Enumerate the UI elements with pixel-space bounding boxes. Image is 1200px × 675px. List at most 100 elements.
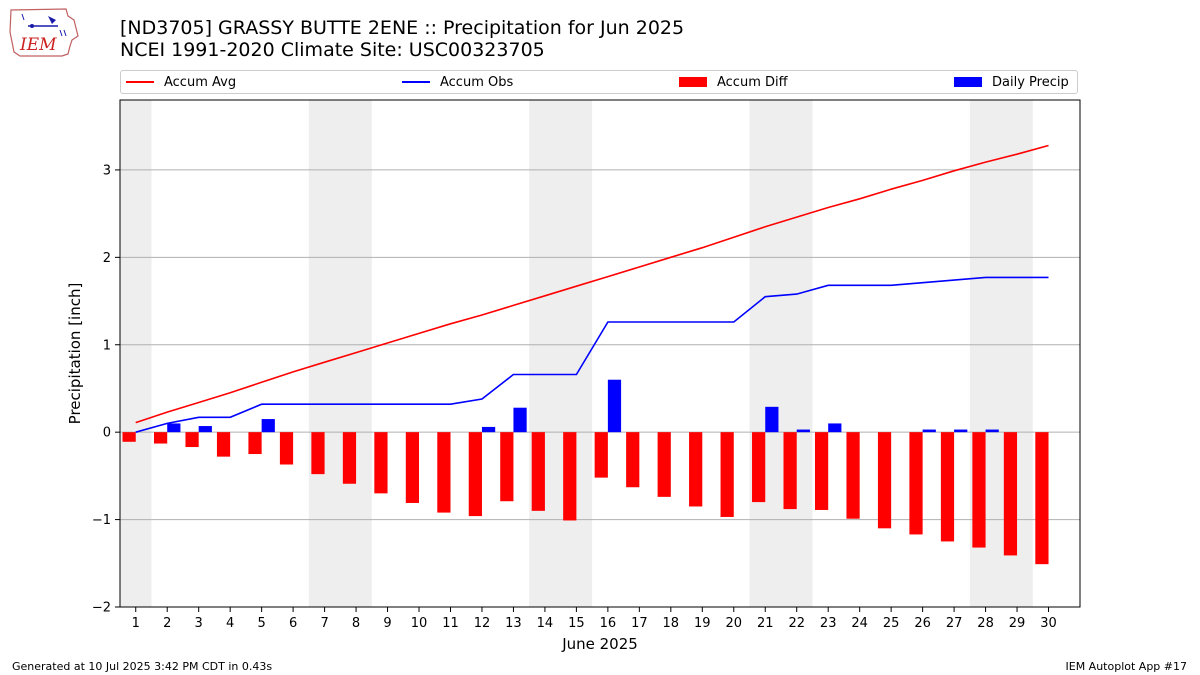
y-tick-label: 0	[103, 426, 111, 441]
daily-precip-bar	[954, 429, 968, 433]
legend-item-daily-precip: Daily Precip	[954, 71, 1069, 93]
x-tick-label: 20	[725, 616, 742, 631]
legend-bar-swatch	[679, 77, 707, 87]
iem-logo: IEM	[8, 6, 80, 60]
accum-diff-bar	[531, 432, 545, 511]
accum-diff-bar	[846, 432, 860, 519]
chart-title: [ND3705] GRASSY BUTTE 2ENE :: Precipitat…	[120, 17, 684, 61]
accum-diff-bar	[972, 432, 986, 548]
y-axis-label: Precipitation [inch]	[66, 283, 84, 425]
accum-diff-bar	[783, 432, 797, 510]
x-tick-label: 23	[820, 616, 837, 631]
y-tick-label: −2	[92, 601, 111, 616]
x-tick-label: 7	[320, 616, 328, 631]
accum-diff-bar	[216, 432, 231, 457]
accum-diff-bar	[657, 432, 671, 497]
daily-precip-bar	[796, 429, 810, 433]
accum-diff-bar	[594, 432, 608, 478]
x-tick-label: 26	[914, 616, 931, 631]
x-tick-label: 14	[537, 616, 554, 631]
accum-diff-bar	[279, 432, 294, 465]
weekend-band	[529, 100, 593, 607]
accum-diff-bar	[940, 432, 955, 542]
daily-precip-bar	[607, 379, 622, 433]
daily-precip-bar	[513, 407, 527, 433]
title-line-2: NCEI 1991-2020 Climate Site: USC00323705	[120, 39, 545, 61]
accum-diff-bar	[122, 432, 136, 442]
y-tick-label: 1	[103, 338, 111, 353]
legend: Accum Avg Accum Obs Accum Diff Daily Pre…	[120, 70, 1078, 94]
footer-generated: Generated at 10 Jul 2025 3:42 PM CDT in …	[12, 660, 273, 673]
legend-item-accum-diff: Accum Diff	[679, 71, 788, 93]
legend-item-accum-obs: Accum Obs	[402, 71, 513, 93]
legend-label: Accum Diff	[717, 74, 788, 90]
accum-diff-bar	[720, 432, 734, 517]
legend-line-swatch	[126, 81, 154, 83]
x-tick-label: 18	[663, 616, 680, 631]
accum-diff-bar	[1035, 432, 1049, 565]
daily-precip-bar	[481, 426, 496, 433]
accum-diff-bar	[500, 432, 514, 502]
legend-label: Accum Avg	[164, 74, 237, 90]
x-tick-label: 11	[442, 616, 459, 631]
accum-diff-bar	[437, 432, 451, 513]
weekend-band	[120, 100, 152, 607]
legend-item-accum-avg: Accum Avg	[126, 71, 236, 93]
x-tick-label: 2	[163, 616, 171, 631]
daily-precip-bar	[828, 423, 842, 433]
accum-diff-bar	[374, 432, 388, 494]
daily-precip-bar	[985, 429, 999, 433]
x-tick-label: 4	[226, 616, 234, 631]
accum-diff-bar	[563, 432, 577, 521]
x-tick-label: 12	[474, 616, 491, 631]
x-tick-label: 25	[883, 616, 900, 631]
accum-diff-bar	[185, 432, 199, 448]
y-tick-label: 2	[103, 251, 111, 266]
x-tick-label: 8	[352, 616, 360, 631]
x-tick-label: 28	[977, 616, 994, 631]
accum-diff-bar	[689, 432, 703, 507]
legend-bar-swatch	[954, 77, 982, 87]
x-axis-label: June 2025	[561, 635, 638, 653]
accum-diff-bar	[626, 432, 640, 488]
x-tick-label: 3	[195, 616, 203, 631]
daily-precip-bar	[167, 423, 181, 433]
y-axis-ticks: −2 −1 0 1 2 3	[92, 163, 120, 616]
accum-diff-bar	[468, 432, 482, 517]
x-tick-label: 29	[1009, 616, 1026, 631]
daily-precip-bar	[261, 419, 275, 433]
daily-precip-bar	[922, 429, 936, 433]
accum-lines	[135, 144, 1049, 433]
accum-diff-bar	[877, 432, 892, 529]
accum-diff-bar	[311, 432, 325, 475]
legend-line-swatch	[402, 81, 430, 83]
daily-precip-bars	[167, 379, 999, 433]
accum-obs-line	[135, 276, 1049, 433]
x-tick-label: 19	[694, 616, 711, 631]
x-tick-label: 16	[600, 616, 617, 631]
plot-frame	[119, 99, 1081, 608]
x-tick-label: 6	[289, 616, 297, 631]
daily-precip-bar	[765, 406, 779, 433]
accum-diff-bar	[1003, 432, 1018, 556]
legend-label: Daily Precip	[992, 74, 1069, 90]
x-tick-label: 13	[505, 616, 522, 631]
x-tick-label: 22	[788, 616, 805, 631]
x-tick-label: 1	[132, 616, 140, 631]
x-tick-label: 10	[411, 616, 428, 631]
x-tick-label: 5	[257, 616, 265, 631]
accum-avg-line	[135, 144, 1049, 424]
accum-diff-bar	[909, 432, 923, 535]
x-axis-ticks: 1 2 3 4 5 6 7 8 9 10 11 12 13 14 15 16 17 18 19 20 21 22 23 24 2…	[132, 607, 1057, 631]
accum-diff-bar	[342, 432, 357, 484]
logo-text: IEM	[19, 35, 57, 55]
x-tick-label: 15	[568, 616, 585, 631]
weekend-band	[749, 100, 813, 607]
weekend-band	[308, 100, 372, 607]
y-tick-label: −1	[92, 513, 111, 528]
accum-diff-bar	[752, 432, 766, 503]
x-tick-label: 21	[757, 616, 774, 631]
x-tick-label: 30	[1040, 616, 1057, 631]
accum-diff-bars	[122, 432, 1049, 565]
